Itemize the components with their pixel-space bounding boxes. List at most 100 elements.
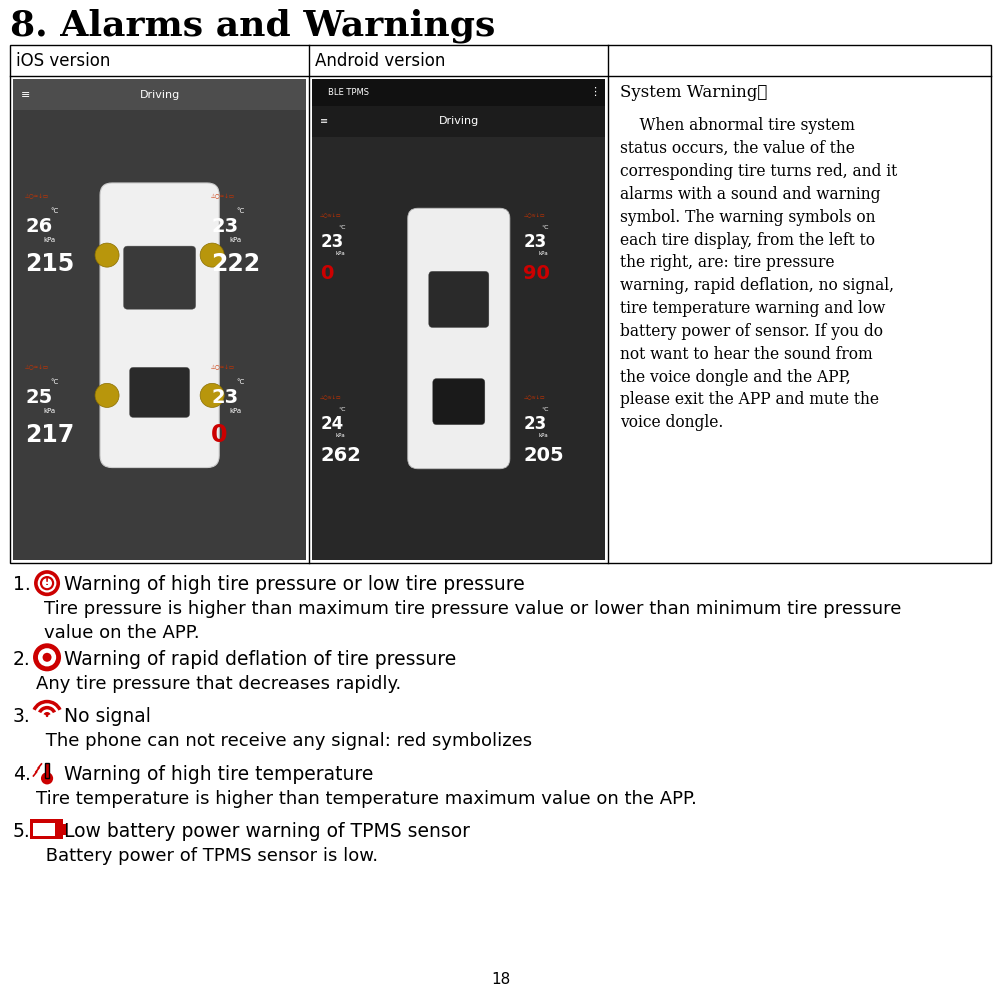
Text: ≡: ≡ xyxy=(21,90,30,100)
Text: kPa: kPa xyxy=(229,237,241,243)
Text: ⚠○≈↓▭: ⚠○≈↓▭ xyxy=(524,395,545,400)
Circle shape xyxy=(41,773,53,785)
FancyBboxPatch shape xyxy=(129,368,189,418)
Text: ⋮: ⋮ xyxy=(590,87,601,97)
Text: Tire pressure is higher than maximum tire pressure value or lower than minimum t: Tire pressure is higher than maximum tir… xyxy=(44,600,902,642)
Circle shape xyxy=(33,643,61,671)
Circle shape xyxy=(200,243,224,268)
Text: 0: 0 xyxy=(320,265,333,284)
Bar xyxy=(55,823,60,836)
Text: °C: °C xyxy=(50,379,58,385)
FancyBboxPatch shape xyxy=(432,379,484,425)
FancyBboxPatch shape xyxy=(312,79,606,560)
Text: 23: 23 xyxy=(524,232,547,250)
Text: 23: 23 xyxy=(211,216,238,235)
Bar xyxy=(312,105,606,137)
Text: 0: 0 xyxy=(211,423,227,447)
Text: 5.: 5. xyxy=(13,822,31,841)
Text: Warning of high tire pressure or low tire pressure: Warning of high tire pressure or low tir… xyxy=(64,575,525,594)
Text: 90: 90 xyxy=(524,265,551,284)
Text: ≡: ≡ xyxy=(320,116,328,126)
FancyBboxPatch shape xyxy=(407,208,510,469)
Text: 222: 222 xyxy=(211,253,260,277)
Text: kPa: kPa xyxy=(229,408,241,414)
Text: Driving: Driving xyxy=(139,90,180,100)
FancyBboxPatch shape xyxy=(100,183,219,468)
Text: °C: °C xyxy=(542,225,549,230)
Text: 23: 23 xyxy=(320,232,343,250)
Text: 25: 25 xyxy=(25,388,52,407)
Text: !: ! xyxy=(45,578,49,587)
Text: 18: 18 xyxy=(490,972,511,987)
Text: The phone can not receive any signal: red symbolizes: The phone can not receive any signal: re… xyxy=(40,732,533,750)
Text: ⚠○≈↓▭: ⚠○≈↓▭ xyxy=(320,395,341,400)
Text: 8. Alarms and Warnings: 8. Alarms and Warnings xyxy=(10,8,495,42)
Text: kPa: kPa xyxy=(539,433,549,438)
Circle shape xyxy=(43,653,51,661)
Circle shape xyxy=(42,578,52,588)
FancyBboxPatch shape xyxy=(428,272,488,328)
Text: 2.: 2. xyxy=(13,650,31,669)
Text: Warning of high tire temperature: Warning of high tire temperature xyxy=(64,765,373,784)
Bar xyxy=(33,823,60,836)
Circle shape xyxy=(38,648,56,666)
Text: No signal: No signal xyxy=(64,707,151,726)
Text: ⚠○≈↓▭: ⚠○≈↓▭ xyxy=(25,193,49,198)
Text: Driving: Driving xyxy=(438,116,478,126)
Text: 3.: 3. xyxy=(13,707,31,726)
Text: ⚠○≈↓▭: ⚠○≈↓▭ xyxy=(25,365,49,370)
Text: 4.: 4. xyxy=(13,765,31,784)
Text: ⚠○≈↓▭: ⚠○≈↓▭ xyxy=(524,213,545,218)
Text: BLE TPMS: BLE TPMS xyxy=(328,88,369,97)
Bar xyxy=(13,79,306,110)
Text: 26: 26 xyxy=(25,216,52,235)
Wedge shape xyxy=(38,705,56,713)
Bar xyxy=(63,824,66,835)
Text: ⚠○≈↓▭: ⚠○≈↓▭ xyxy=(320,213,341,218)
Text: 23: 23 xyxy=(211,388,238,407)
Text: °C: °C xyxy=(338,407,345,412)
Text: ⚠○≈↓▭: ⚠○≈↓▭ xyxy=(211,365,235,370)
Circle shape xyxy=(95,384,119,408)
Circle shape xyxy=(46,714,48,717)
Text: iOS version: iOS version xyxy=(16,52,110,69)
Text: °C: °C xyxy=(50,208,58,214)
Circle shape xyxy=(34,570,60,596)
Wedge shape xyxy=(44,712,50,715)
Text: 24: 24 xyxy=(320,415,343,433)
Text: °C: °C xyxy=(236,379,244,385)
Circle shape xyxy=(40,576,54,590)
FancyBboxPatch shape xyxy=(45,764,49,778)
Text: Any tire pressure that decreases rapidly.: Any tire pressure that decreases rapidly… xyxy=(36,675,401,693)
Circle shape xyxy=(200,384,224,408)
Text: kPa: kPa xyxy=(43,237,55,243)
Text: ⚠○≈↓▭: ⚠○≈↓▭ xyxy=(211,193,235,198)
FancyBboxPatch shape xyxy=(13,79,306,560)
Text: Low battery power warning of TPMS sensor: Low battery power warning of TPMS sensor xyxy=(64,822,470,841)
Text: Battery power of TPMS sensor is low.: Battery power of TPMS sensor is low. xyxy=(40,847,378,865)
Text: °C: °C xyxy=(236,208,244,214)
Circle shape xyxy=(95,243,119,268)
Text: Warning of rapid deflation of tire pressure: Warning of rapid deflation of tire press… xyxy=(64,650,456,669)
Circle shape xyxy=(38,574,56,592)
Text: kPa: kPa xyxy=(335,433,345,438)
Text: System Warning：: System Warning： xyxy=(621,84,768,101)
Text: When abnormal tire system
status occurs, the value of the
corresponding tire tur: When abnormal tire system status occurs,… xyxy=(621,117,898,431)
Text: 205: 205 xyxy=(524,446,564,465)
Text: 217: 217 xyxy=(25,423,74,447)
Text: kPa: kPa xyxy=(335,252,345,257)
Text: 1.: 1. xyxy=(13,575,31,594)
Text: °C: °C xyxy=(338,225,345,230)
Text: °C: °C xyxy=(542,407,549,412)
Bar xyxy=(312,79,606,105)
Text: 215: 215 xyxy=(25,253,74,277)
Text: Android version: Android version xyxy=(315,52,445,69)
FancyBboxPatch shape xyxy=(123,246,195,310)
Text: 23: 23 xyxy=(524,415,547,433)
Text: 262: 262 xyxy=(320,446,361,465)
Wedge shape xyxy=(32,699,62,710)
Text: kPa: kPa xyxy=(539,252,549,257)
Bar xyxy=(30,820,63,840)
Text: kPa: kPa xyxy=(43,408,55,414)
Text: Tire temperature is higher than temperature maximum value on the APP.: Tire temperature is higher than temperat… xyxy=(36,790,697,808)
